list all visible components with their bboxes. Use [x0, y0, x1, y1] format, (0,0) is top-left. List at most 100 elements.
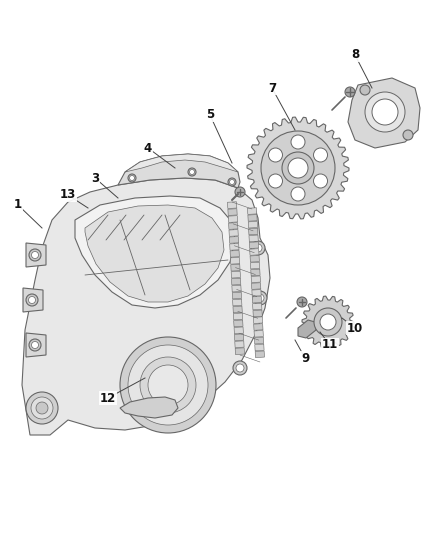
Circle shape — [36, 402, 48, 414]
Polygon shape — [120, 397, 178, 418]
Polygon shape — [249, 242, 259, 248]
Text: 8: 8 — [351, 49, 359, 61]
Polygon shape — [253, 303, 262, 310]
Polygon shape — [302, 296, 354, 348]
Polygon shape — [85, 205, 224, 302]
Polygon shape — [230, 257, 240, 264]
Circle shape — [29, 249, 41, 261]
Circle shape — [403, 130, 413, 140]
Polygon shape — [231, 264, 240, 271]
Circle shape — [372, 99, 398, 125]
Circle shape — [314, 308, 342, 336]
Circle shape — [28, 296, 35, 303]
Circle shape — [31, 397, 53, 419]
Circle shape — [261, 131, 335, 205]
Polygon shape — [228, 209, 237, 215]
Polygon shape — [227, 202, 237, 208]
Polygon shape — [254, 324, 263, 330]
Circle shape — [268, 148, 283, 162]
Circle shape — [235, 187, 245, 197]
Circle shape — [365, 92, 405, 132]
Circle shape — [320, 314, 336, 330]
Polygon shape — [251, 276, 261, 282]
Text: 13: 13 — [60, 189, 76, 201]
Polygon shape — [249, 235, 258, 241]
Polygon shape — [348, 78, 420, 148]
Circle shape — [314, 148, 328, 162]
Circle shape — [282, 152, 314, 184]
Polygon shape — [230, 251, 239, 257]
Polygon shape — [235, 341, 244, 348]
Text: 1: 1 — [14, 198, 22, 212]
Polygon shape — [255, 344, 264, 351]
Polygon shape — [230, 237, 239, 243]
Circle shape — [253, 291, 267, 305]
Polygon shape — [250, 249, 259, 255]
Polygon shape — [235, 348, 244, 354]
Circle shape — [128, 174, 136, 182]
Polygon shape — [26, 333, 46, 357]
Circle shape — [251, 241, 265, 255]
Circle shape — [128, 345, 208, 425]
Circle shape — [314, 174, 328, 188]
Polygon shape — [26, 243, 46, 267]
Circle shape — [360, 85, 370, 95]
Polygon shape — [229, 230, 238, 236]
Circle shape — [32, 342, 39, 349]
Polygon shape — [252, 289, 261, 296]
Polygon shape — [229, 223, 238, 229]
Polygon shape — [228, 216, 237, 222]
Polygon shape — [251, 269, 260, 276]
Circle shape — [32, 252, 39, 259]
Polygon shape — [254, 330, 263, 337]
Polygon shape — [75, 196, 235, 308]
Circle shape — [188, 168, 196, 176]
Circle shape — [268, 174, 283, 188]
Circle shape — [26, 294, 38, 306]
Polygon shape — [125, 154, 238, 172]
Polygon shape — [248, 221, 258, 228]
Polygon shape — [251, 283, 261, 289]
Text: 7: 7 — [268, 82, 276, 94]
Polygon shape — [247, 117, 349, 219]
Polygon shape — [233, 306, 242, 313]
Polygon shape — [252, 296, 261, 303]
Polygon shape — [234, 320, 243, 327]
Circle shape — [148, 365, 188, 405]
Text: 11: 11 — [322, 338, 338, 351]
Polygon shape — [231, 271, 240, 278]
Circle shape — [256, 294, 264, 302]
Polygon shape — [248, 215, 257, 221]
Polygon shape — [250, 255, 259, 262]
Circle shape — [140, 357, 196, 413]
Text: 9: 9 — [301, 351, 309, 365]
Polygon shape — [253, 317, 263, 324]
Text: 3: 3 — [91, 172, 99, 184]
Circle shape — [190, 169, 194, 174]
Circle shape — [236, 364, 244, 372]
Polygon shape — [249, 228, 258, 235]
Circle shape — [297, 297, 307, 307]
Circle shape — [291, 187, 305, 201]
Polygon shape — [23, 288, 43, 312]
Circle shape — [230, 180, 234, 184]
Polygon shape — [234, 327, 244, 334]
Polygon shape — [251, 262, 260, 269]
Polygon shape — [233, 299, 242, 306]
Circle shape — [29, 339, 41, 351]
Circle shape — [228, 178, 236, 186]
Polygon shape — [22, 178, 270, 435]
Polygon shape — [118, 154, 240, 188]
Polygon shape — [247, 208, 257, 214]
Circle shape — [254, 244, 262, 252]
Text: 4: 4 — [144, 141, 152, 155]
Text: 5: 5 — [206, 109, 214, 122]
Polygon shape — [230, 244, 239, 250]
Polygon shape — [234, 334, 244, 341]
Text: 12: 12 — [100, 392, 116, 405]
Polygon shape — [232, 292, 241, 299]
Polygon shape — [232, 278, 241, 285]
Circle shape — [288, 158, 308, 178]
Circle shape — [233, 361, 247, 375]
Polygon shape — [232, 285, 241, 292]
